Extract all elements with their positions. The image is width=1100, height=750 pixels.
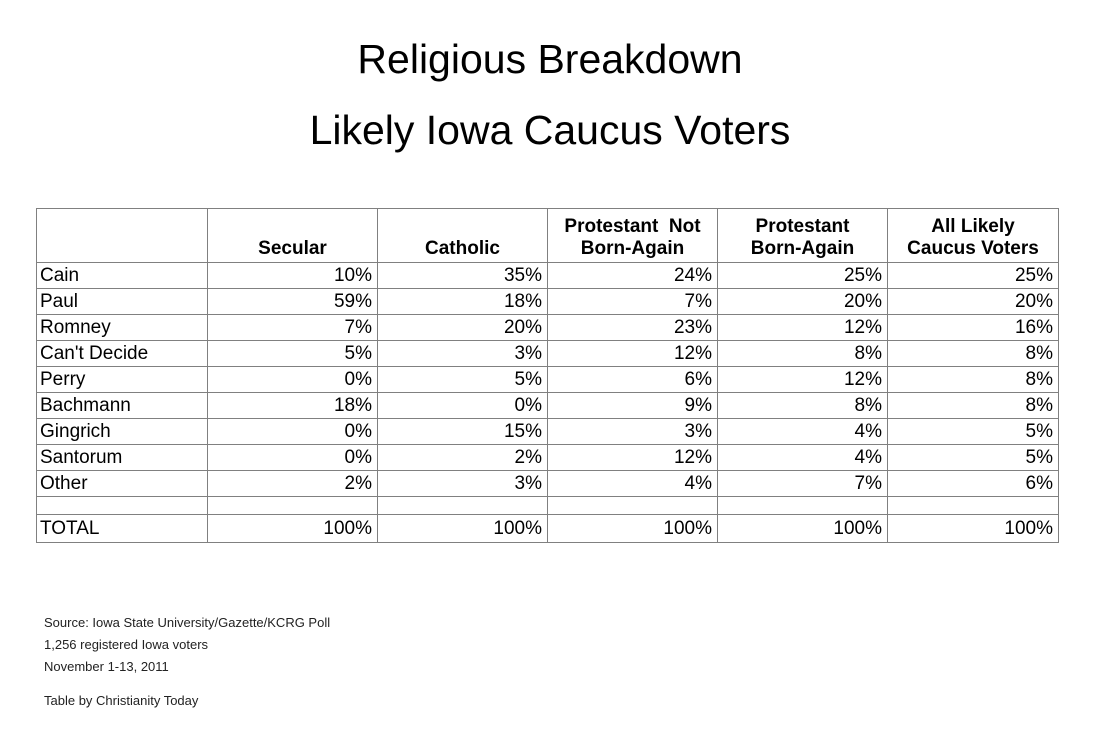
- value-cell: 15%: [377, 418, 548, 445]
- value-cell: 12%: [717, 366, 888, 393]
- empty-cell: [36, 496, 208, 515]
- corner-cell: [36, 208, 208, 263]
- footer-notes: Source: Iowa State University/Gazette/KC…: [44, 612, 330, 712]
- row-label: Other: [36, 470, 208, 497]
- value-cell: 5%: [887, 418, 1059, 445]
- row-label: Romney: [36, 314, 208, 341]
- table-row: Other 2% 3% 4% 7% 6%: [36, 470, 1059, 497]
- value-cell: 35%: [377, 262, 548, 289]
- value-cell: 4%: [547, 470, 718, 497]
- value-cell: 8%: [717, 392, 888, 419]
- value-cell: 3%: [377, 340, 548, 367]
- table-row: Perry 0% 5% 6% 12% 8%: [36, 366, 1059, 393]
- total-value-cell: 100%: [377, 514, 548, 543]
- empty-cell: [547, 496, 718, 515]
- value-cell: 20%: [717, 288, 888, 315]
- value-cell: 5%: [207, 340, 378, 367]
- total-value-cell: 100%: [717, 514, 888, 543]
- value-cell: 18%: [207, 392, 378, 419]
- column-header: Protestant Not Born-Again: [547, 208, 718, 263]
- value-cell: 5%: [887, 444, 1059, 471]
- source-note: Source: Iowa State University/Gazette/KC…: [44, 615, 331, 630]
- spacer-row: [36, 496, 1059, 515]
- row-label: Santorum: [36, 444, 208, 471]
- value-cell: 2%: [207, 470, 378, 497]
- value-cell: 0%: [207, 444, 378, 471]
- row-label: Can't Decide: [36, 340, 208, 367]
- column-header: All Likely Caucus Voters: [887, 208, 1059, 263]
- row-label: Cain: [36, 262, 208, 289]
- empty-cell: [887, 496, 1059, 515]
- value-cell: 12%: [547, 444, 718, 471]
- value-cell: 4%: [717, 418, 888, 445]
- value-cell: 23%: [547, 314, 718, 341]
- value-cell: 18%: [377, 288, 548, 315]
- value-cell: 7%: [207, 314, 378, 341]
- value-cell: 9%: [547, 392, 718, 419]
- value-cell: 20%: [377, 314, 548, 341]
- value-cell: 2%: [377, 444, 548, 471]
- value-cell: 12%: [717, 314, 888, 341]
- empty-cell: [717, 496, 888, 515]
- table-row: Gingrich 0% 15% 3% 4% 5%: [36, 418, 1059, 445]
- value-cell: 6%: [887, 470, 1059, 497]
- empty-cell: [377, 496, 548, 515]
- table-body: Cain 10% 35% 24% 25% 25% Paul 59% 18% 7% 20% 20% Rom…: [36, 262, 1059, 543]
- value-cell: 59%: [207, 288, 378, 315]
- row-label: Paul: [36, 288, 208, 315]
- table-header: Secular Catholic Protestant Not Born-Again…: [36, 208, 1059, 263]
- value-cell: 0%: [207, 366, 378, 393]
- column-header: Catholic: [377, 208, 548, 263]
- value-cell: 6%: [547, 366, 718, 393]
- page-subtitle: Likely Iowa Caucus Voters: [309, 107, 791, 153]
- value-cell: 4%: [717, 444, 888, 471]
- value-cell: 5%: [377, 366, 548, 393]
- page-title: Religious Breakdown: [357, 36, 743, 82]
- table-row: Romney 7% 20% 23% 12% 16%: [36, 314, 1059, 341]
- total-value-cell: 100%: [547, 514, 718, 543]
- total-value-cell: 100%: [887, 514, 1059, 543]
- credit-note: Table by Christianity Today: [44, 693, 199, 708]
- value-cell: 0%: [207, 418, 378, 445]
- row-label: Gingrich: [36, 418, 208, 445]
- sample-note: 1,256 registered Iowa voters: [44, 637, 209, 652]
- value-cell: 8%: [887, 366, 1059, 393]
- value-cell: 7%: [547, 288, 718, 315]
- column-header: Secular: [207, 208, 378, 263]
- row-label: Perry: [36, 366, 208, 393]
- poll-table: Secular Catholic Protestant Not Born-Again…: [36, 208, 1059, 543]
- total-label: TOTAL: [36, 514, 208, 543]
- header-row: Secular Catholic Protestant Not Born-Again…: [36, 208, 1059, 263]
- table-row: Paul 59% 18% 7% 20% 20%: [36, 288, 1059, 315]
- value-cell: 0%: [377, 392, 548, 419]
- date-note: November 1-13, 2011: [44, 659, 169, 674]
- value-cell: 3%: [547, 418, 718, 445]
- table-row: Cain 10% 35% 24% 25% 25%: [36, 262, 1059, 289]
- value-cell: 3%: [377, 470, 548, 497]
- value-cell: 10%: [207, 262, 378, 289]
- total-value-cell: 100%: [207, 514, 378, 543]
- table-row: Bachmann 18% 0% 9% 8% 8%: [36, 392, 1059, 419]
- value-cell: 24%: [547, 262, 718, 289]
- value-cell: 8%: [717, 340, 888, 367]
- value-cell: 8%: [887, 392, 1059, 419]
- total-row: TOTAL 100% 100% 100% 100% 100%: [36, 514, 1059, 543]
- empty-cell: [207, 496, 378, 515]
- value-cell: 25%: [887, 262, 1059, 289]
- column-header: Protestant Born-Again: [717, 208, 888, 263]
- value-cell: 8%: [887, 340, 1059, 367]
- value-cell: 25%: [717, 262, 888, 289]
- value-cell: 7%: [717, 470, 888, 497]
- value-cell: 20%: [887, 288, 1059, 315]
- table-row: Can't Decide 5% 3% 12% 8% 8%: [36, 340, 1059, 367]
- table-row: Santorum 0% 2% 12% 4% 5%: [36, 444, 1059, 471]
- value-cell: 12%: [547, 340, 718, 367]
- value-cell: 16%: [887, 314, 1059, 341]
- row-label: Bachmann: [36, 392, 208, 419]
